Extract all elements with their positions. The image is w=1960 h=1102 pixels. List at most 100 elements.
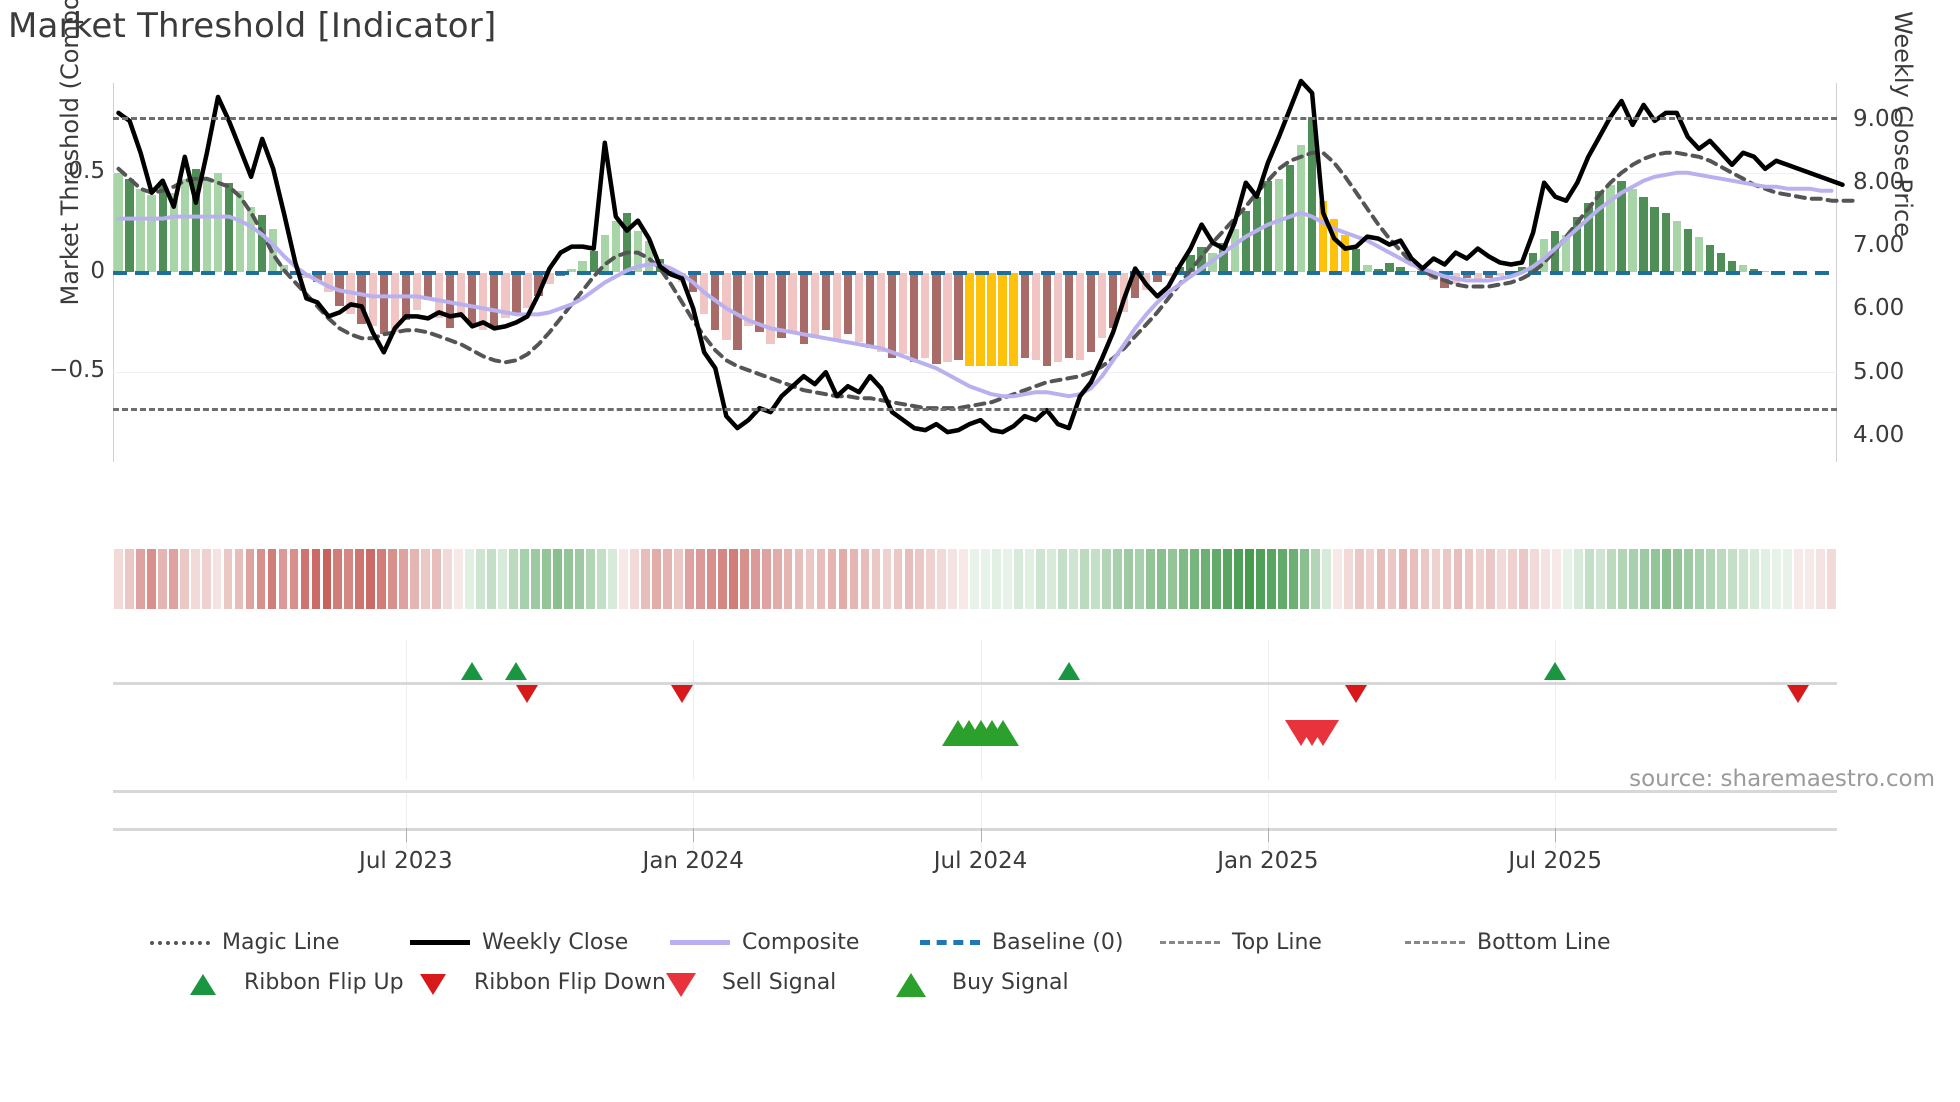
baseline-segment — [975, 270, 989, 275]
x-gridline — [1267, 700, 1269, 780]
legend-item-label: Top Line — [1232, 930, 1322, 955]
baseline-segment — [311, 270, 326, 275]
source-caption: source: sharemaestro.com — [1629, 766, 1935, 792]
baseline-segment — [1682, 270, 1697, 275]
ribbon-cell — [1761, 549, 1770, 609]
baseline-segment — [1461, 270, 1476, 275]
histogram-bar — [512, 272, 521, 315]
ribbon-cell — [1431, 549, 1441, 609]
dashed-blue-line-swatch — [920, 934, 980, 952]
ribbon-cell — [344, 549, 354, 609]
histogram-bar — [810, 272, 819, 339]
ribbon-cell — [926, 549, 936, 609]
ribbon-cell — [476, 549, 486, 609]
ribbon-cell — [1168, 549, 1177, 609]
histogram-bar — [766, 272, 775, 345]
baseline-segment — [1417, 270, 1431, 275]
histogram-bar — [876, 272, 886, 353]
baseline-segment — [1792, 270, 1807, 275]
baseline-segment — [1439, 270, 1453, 275]
ribbon-cell — [1321, 549, 1331, 609]
histogram-bar — [1329, 218, 1339, 273]
histogram-bar — [1650, 206, 1659, 273]
triangle-up-green-icon — [172, 973, 232, 995]
legend-item[interactable]: Buy Signal — [880, 970, 1069, 997]
histogram-bar — [976, 272, 985, 367]
histogram-bar — [1009, 272, 1018, 367]
ribbon-cell — [388, 549, 398, 609]
histogram-bar — [202, 178, 212, 273]
ribbon-cell — [289, 549, 299, 609]
histogram-bar — [865, 272, 875, 349]
histogram-bar — [1352, 248, 1361, 273]
legend-item[interactable]: Weekly Close — [410, 930, 628, 955]
ribbon-cell — [871, 549, 881, 609]
baseline-segment — [1638, 270, 1652, 275]
ribbon-cell — [1409, 549, 1419, 609]
right-tick-7-00: 7.00 — [1853, 232, 1905, 259]
baseline-segment — [1593, 270, 1608, 275]
x-gridline — [1555, 790, 1557, 850]
ribbon-cell — [1233, 549, 1243, 609]
baseline-segment — [1041, 270, 1056, 275]
histogram-bar — [1595, 190, 1604, 273]
histogram-bar — [169, 192, 178, 273]
solid-lavender-line-swatch — [670, 934, 730, 952]
histogram-bar — [1716, 252, 1726, 273]
x-tick-mark — [405, 828, 407, 842]
ribbon-cell — [234, 549, 244, 609]
baseline-segment — [886, 270, 901, 275]
legend-item[interactable]: Baseline (0) — [920, 930, 1123, 955]
baseline-segment — [1328, 270, 1343, 275]
baseline-segment — [422, 270, 437, 275]
legend-item[interactable]: Bottom Line — [1405, 930, 1611, 955]
flip-row-axis — [113, 682, 1837, 685]
ribbon-cell — [1091, 549, 1100, 609]
ribbon-cell — [399, 549, 409, 609]
baseline-segment — [113, 270, 127, 275]
histogram-bar — [313, 272, 322, 283]
solid-black-line-swatch — [410, 934, 470, 952]
histogram-bar — [788, 272, 797, 333]
baseline-segment — [1173, 270, 1188, 275]
ribbon-cell — [816, 549, 826, 609]
baseline-segment — [1483, 270, 1498, 275]
ribbon-cell — [1826, 549, 1836, 609]
dashed-gray-line-swatch — [1160, 934, 1220, 952]
ribbon-cell — [860, 549, 870, 609]
baseline-segment — [952, 270, 967, 275]
histogram-bar — [898, 272, 908, 355]
legend-item[interactable]: Magic Line — [150, 930, 339, 955]
baseline-segment — [1085, 270, 1100, 275]
ribbon-cell — [684, 549, 694, 609]
composite-line — [116, 170, 1834, 399]
histogram-bar — [467, 272, 477, 325]
ribbon-cell — [1728, 549, 1737, 609]
legend-item[interactable]: Ribbon Flip Up — [172, 970, 404, 995]
histogram-bar — [1053, 272, 1063, 363]
legend-item[interactable]: Ribbon Flip Down — [402, 970, 666, 995]
x-gridline — [693, 640, 695, 710]
histogram-bar — [1672, 220, 1681, 273]
legend-item[interactable]: Sell Signal — [650, 970, 836, 997]
x-gridline — [405, 700, 407, 780]
histogram-bar — [490, 272, 499, 327]
ribbon-cell — [1717, 549, 1726, 609]
histogram-bar — [954, 272, 963, 361]
legend-item[interactable]: Top Line — [1160, 930, 1322, 955]
histogram-bar — [1517, 266, 1527, 273]
x-tick-label: Jul 2023 — [359, 848, 453, 874]
ribbon-cell — [1080, 549, 1089, 609]
histogram-bar — [125, 178, 134, 273]
histogram-bar — [257, 214, 267, 273]
legend-item[interactable]: Composite — [670, 930, 859, 955]
histogram-bar — [158, 184, 167, 273]
ribbon-cell — [1365, 549, 1375, 609]
ribbon-cell — [278, 549, 288, 609]
baseline-segment — [687, 270, 702, 275]
histogram-bar — [589, 250, 598, 273]
ribbon-cell — [1179, 549, 1188, 609]
baseline-segment — [1063, 270, 1078, 275]
ribbon-cell — [212, 549, 222, 609]
x-gridline — [405, 790, 407, 850]
